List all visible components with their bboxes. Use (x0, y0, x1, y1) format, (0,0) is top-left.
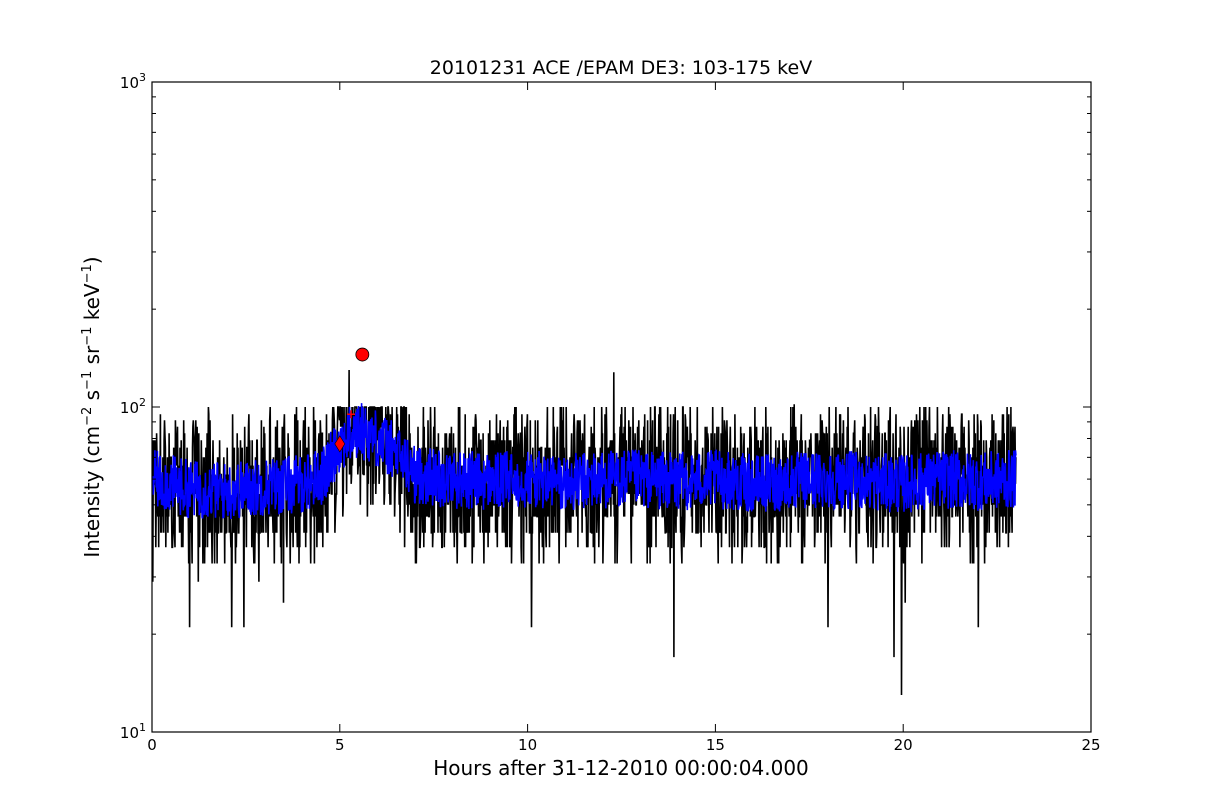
x-tick-label: 25 (1081, 736, 1100, 754)
onset-marker (334, 435, 346, 453)
event-markers (334, 347, 370, 453)
x-tick-label: 10 (518, 736, 537, 754)
x-tick-label: 15 (706, 736, 725, 754)
y-axis: 101 102 103 (120, 71, 1091, 742)
event-plus-marker (347, 410, 356, 419)
peak-marker (355, 347, 370, 362)
plot-area (152, 82, 1091, 732)
x-axis-label: Hours after 31-12-2010 00:00:04.000 (433, 756, 809, 780)
x-tick-label: 20 (894, 736, 913, 754)
x-tick-label: 0 (147, 736, 157, 754)
y-tick-label: 102 (120, 396, 146, 417)
x-tick-label: 5 (335, 736, 345, 754)
chart-title: 20101231 ACE /EPAM DE3: 103-175 keV (430, 57, 812, 79)
y-axis-label: Intensity (cm−2 s−1 sr−1 keV−1) (80, 256, 104, 557)
y-tick-label: 101 (120, 721, 146, 742)
y-tick-label: 103 (120, 71, 146, 92)
series-smoothed-line (152, 403, 1017, 520)
x-axis: 0 5 10 15 20 25 (147, 82, 1101, 754)
